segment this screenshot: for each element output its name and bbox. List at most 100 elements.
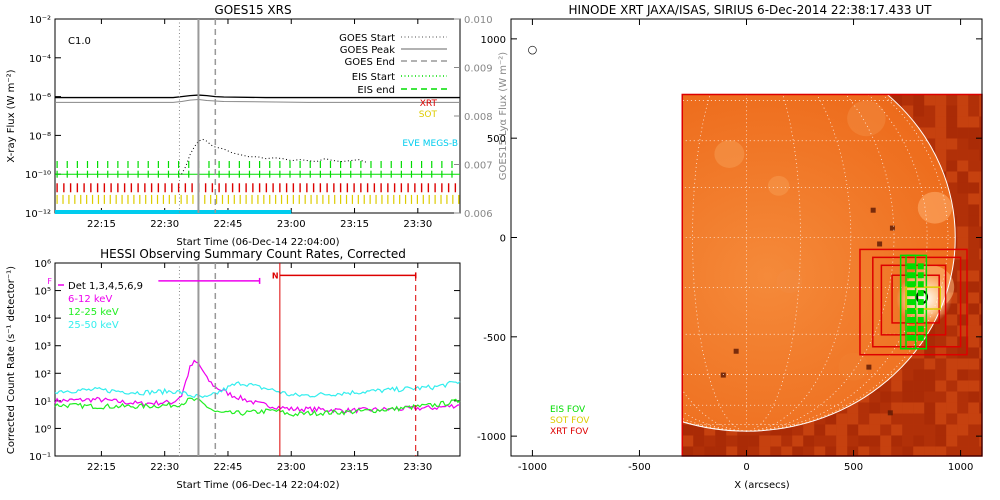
xrt-offdisk-cell xyxy=(836,413,848,425)
xrt-offdisk-cell xyxy=(968,127,980,139)
xrt-offdisk-cell xyxy=(957,292,969,304)
xrt-offdisk-cell xyxy=(935,380,947,392)
xrt-offdisk-cell xyxy=(968,325,980,337)
xrt-dark-feature xyxy=(870,207,876,213)
xrt-offdisk-cell xyxy=(902,435,914,447)
xrt-offdisk-cell xyxy=(924,402,936,414)
hessi-flag-label-n: N xyxy=(272,271,279,280)
xrt-offdisk-cell xyxy=(968,204,980,216)
xrt-offdisk-cell xyxy=(946,402,958,414)
xrt-offdisk-cell xyxy=(902,413,914,425)
xrt-active-region xyxy=(896,273,953,325)
xrt-bright-region xyxy=(714,140,745,168)
xrt-fov-legend-label: XRT FOV xyxy=(550,427,589,437)
xrt-offdisk-cell xyxy=(869,413,881,425)
xrt-ytick-label: -500 xyxy=(483,333,506,344)
xrt-offdisk-cell xyxy=(891,446,903,457)
xrt-offdisk-cell xyxy=(979,226,982,238)
xrt-offdisk-cell xyxy=(781,424,793,436)
xrt-offdisk-cell xyxy=(814,435,826,447)
xrt-offdisk-cell xyxy=(935,446,947,457)
xrt-offdisk-cell xyxy=(979,105,982,117)
xrt-offdisk-cell xyxy=(935,435,947,447)
xrt-eis-raster xyxy=(907,334,916,341)
xrt-offdisk-cell xyxy=(968,226,980,238)
hessi-xtick-label: 23:30 xyxy=(403,462,432,473)
hessi-series xyxy=(54,359,461,417)
xrt-offdisk-cell xyxy=(748,446,760,457)
xrt-offdisk-cell xyxy=(913,435,925,447)
xrt-offdisk-cell xyxy=(946,347,958,359)
hessi-time-markers xyxy=(178,263,417,456)
xrt-offdisk-cell xyxy=(891,435,903,447)
xrt-offdisk-cell xyxy=(946,138,958,150)
xrt-eis-raster xyxy=(907,263,916,270)
xrt-offdisk-cell xyxy=(924,413,936,425)
goes-xtick-label: 22:15 xyxy=(87,219,116,230)
xrt-offdisk-cell xyxy=(770,446,782,457)
goes-series-lya xyxy=(55,99,460,103)
xrt-fov-box xyxy=(859,248,968,356)
goes-ylabel-right: GOES15 Lyα Flux (W m⁻²) xyxy=(498,52,509,180)
xrt-offdisk-cell xyxy=(693,446,705,457)
xrt-offdisk-cell xyxy=(957,149,969,161)
xrt-offdisk-cell xyxy=(979,138,982,150)
xrt-offdisk-cell xyxy=(957,380,969,392)
xrt-offdisk-cell xyxy=(968,149,980,161)
hessi-ytick-label: 10¹ xyxy=(34,397,51,408)
xrt-offdisk-cell xyxy=(902,380,914,392)
xrt-offdisk-cell xyxy=(957,369,969,381)
xrt-bright-region xyxy=(847,100,886,137)
xrt-eis-raster xyxy=(907,316,916,323)
xrt-offdisk-cell xyxy=(979,369,982,381)
xrt-ticks: -1000 -500 0 500 1000 1000 500 0 -500 -1000 xyxy=(477,19,982,473)
hessi-xtick-label: 23:15 xyxy=(340,462,369,473)
xrt-offdisk-cell xyxy=(979,314,982,326)
xrt-offdisk-cell xyxy=(781,435,793,447)
xrt-offdisk-cell xyxy=(946,270,958,282)
xrt-offdisk-cell xyxy=(891,402,903,414)
xrt-offdisk-cell xyxy=(913,380,925,392)
xrt-offdisk-cell xyxy=(847,435,859,447)
xrt-offdisk-cell xyxy=(704,435,716,447)
hessi-panel: HESSI Observing Summary Count Rates, Cor… xyxy=(6,247,461,491)
xrt-offdisk-cell xyxy=(968,237,980,249)
xrt-ytick-label: 500 xyxy=(487,134,506,145)
xrt-offdisk-cell xyxy=(946,314,958,326)
xrt-offdisk-cell xyxy=(935,138,947,150)
xrt-offdisk-cell xyxy=(693,435,705,447)
xrt-offdisk-cell xyxy=(979,336,982,348)
xrt-offdisk-cell xyxy=(968,336,980,348)
xrt-offdisk-cell xyxy=(880,424,892,436)
goes-legend-label: EIS Start xyxy=(352,72,395,83)
xrt-xtick-label: 1000 xyxy=(948,462,973,473)
xrt-dark-feature xyxy=(720,372,726,378)
xrt-offdisk-cell xyxy=(858,424,870,436)
xrt-offdisk-cell xyxy=(979,380,982,392)
xrt-offdisk-cell xyxy=(957,259,969,271)
xrt-offdisk-cell xyxy=(968,259,980,271)
goes-xtick-label: 23:15 xyxy=(340,219,369,230)
xrt-offdisk-cell xyxy=(770,424,782,436)
goes-coverage-rows xyxy=(55,161,460,214)
xrt-offdisk-cell xyxy=(880,380,892,392)
xrt-offdisk-cell xyxy=(968,380,980,392)
xrt-offdisk-cell xyxy=(858,435,870,447)
xrt-offdisk-cell xyxy=(946,391,958,403)
xrt-offdisk-cell xyxy=(979,413,982,425)
xrt-offdisk-cell xyxy=(957,435,969,447)
xrt-offdisk-cell xyxy=(902,105,914,117)
xrt-offdisk-cell xyxy=(968,215,980,227)
xrt-offdisk-cell xyxy=(946,380,958,392)
xrt-eis-raster xyxy=(907,272,916,279)
goes-ytick-label: 10⁻¹⁰ xyxy=(25,170,51,181)
xrt-offdisk-cell xyxy=(935,347,947,359)
xrt-offdisk-cell xyxy=(946,369,958,381)
xrt-offdisk-cell xyxy=(968,182,980,194)
xrt-offdisk-cell xyxy=(880,391,892,403)
goes-plot-frame xyxy=(54,18,461,214)
hessi-ylabel: Corrected Count Rate (s⁻¹ detector⁻¹) xyxy=(6,266,17,454)
xrt-offdisk-cell xyxy=(946,424,958,436)
xrt-offdisk-cell xyxy=(913,105,925,117)
